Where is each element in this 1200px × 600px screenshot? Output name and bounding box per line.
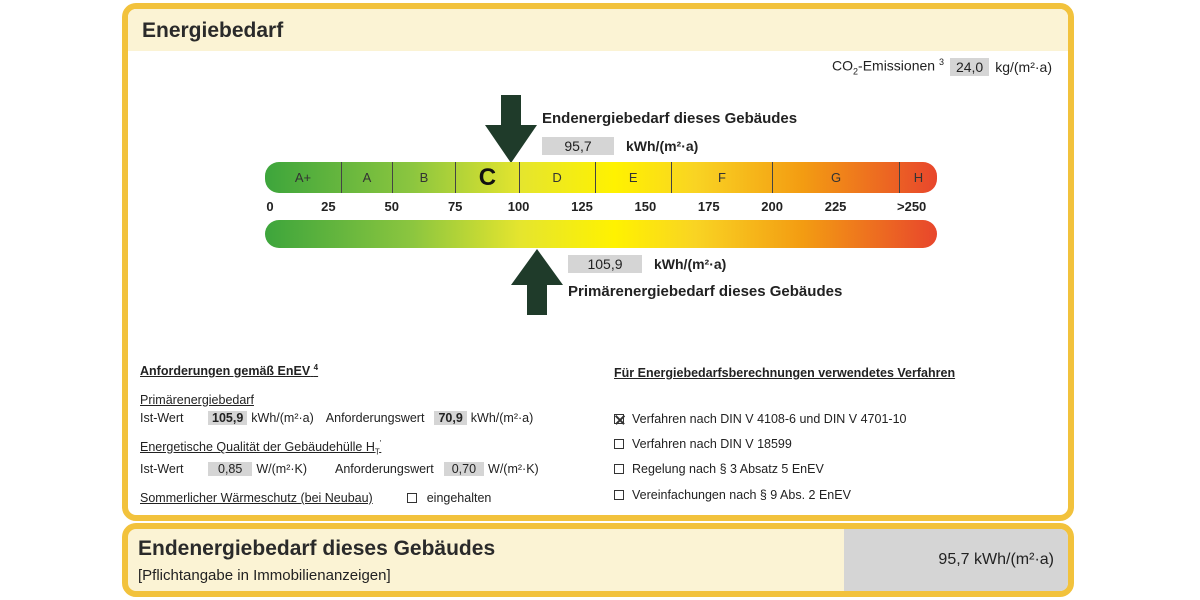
- primaer-anf-value: 70,9: [434, 411, 467, 425]
- primaerenergie-unit: kWh/(m²·a): [654, 256, 727, 272]
- energy-class-g: G: [772, 162, 899, 193]
- primaerenergie-value: 105,9: [568, 255, 642, 273]
- summary-value: 95,7 kWh/(m²·a): [844, 529, 1068, 591]
- primaer-subheading: Primärenergiebedarf: [140, 393, 254, 407]
- sommer-checkbox[interactable]: [406, 493, 417, 503]
- energy-certificate-panel: Energiebedarf CO2-Emissionen 3 24,0 kg/(…: [122, 3, 1074, 521]
- co2-unit: kg/(m²·a): [995, 58, 1052, 75]
- verfahren-item-label: Vereinfachungen nach § 9 Abs. 2 EnEV: [632, 488, 851, 502]
- energy-class-f: F: [670, 162, 772, 193]
- scale-ticks: 0 25 50 75 100 125 150 175 200 225 >250: [265, 199, 937, 217]
- co2-label: CO2-Emissionen 3: [832, 57, 944, 77]
- verfahren-item[interactable]: Regelung nach § 3 Absatz 5 EnEV: [614, 462, 824, 476]
- summary-panel: Endenergiebedarf dieses Gebäudes [Pflich…: [122, 523, 1074, 597]
- primaer-ist-unit: kWh/(m²·a): [251, 411, 314, 425]
- scale-tick-label: 75: [447, 199, 463, 214]
- primaer-ist-label: Ist-Wert: [140, 411, 184, 425]
- energy-class-h: H: [898, 162, 937, 193]
- energy-gradient-bar: [265, 220, 937, 248]
- verfahren-checkbox[interactable]: [614, 464, 624, 474]
- huelle-anf-unit: W/(m²·K): [488, 462, 539, 476]
- primaer-anf-unit: kWh/(m²·a): [470, 411, 534, 425]
- energy-class-a-plus: A+: [294, 170, 312, 185]
- primaer-anf-label: Anforderungswert: [325, 411, 425, 425]
- endenergie-unit: kWh/(m²·a): [626, 138, 699, 154]
- sommer-checkbox-label: eingehalten: [426, 491, 492, 505]
- endenergie-label: Endenergiebedarf dieses Gebäudes: [542, 110, 798, 127]
- anforderungen-heading: Anforderungen gemäß EnEV 4: [140, 363, 319, 379]
- primaerenergie-label: Primärenergiebedarf dieses Gebäudes: [568, 283, 843, 300]
- primaer-ist-value: 105,9: [208, 411, 248, 425]
- huelle-ist-value: 0,85: [208, 462, 253, 476]
- endenergie-value-row: 95,7 kWh/(m²·a): [542, 137, 698, 155]
- endenergie-value: 95,7: [542, 137, 614, 155]
- summary-title: Endenergiebedarf dieses Gebäudes: [138, 537, 496, 560]
- energy-class-e: E: [594, 162, 671, 193]
- verfahren-item[interactable]: Verfahren nach DIN V 4108-6 und DIN V 47…: [614, 412, 906, 426]
- huelle-row: Ist-Wert 0,85 W/(m²·K) Anforderungswert …: [140, 462, 539, 476]
- scale-tick-label: 100: [507, 199, 530, 214]
- endenergie-arrow-icon: [485, 95, 537, 163]
- primaer-row: Ist-Wert 105,9 kWh/(m²·a) Anforderungswe…: [140, 411, 533, 425]
- scale-tick-label: 0: [266, 199, 274, 214]
- scale-tick-label: 225: [824, 199, 847, 214]
- energy-class-b: B: [391, 162, 455, 193]
- sommer-row: Sommerlicher Wärmeschutz (bei Neubau) ei…: [140, 491, 491, 505]
- huelle-subheading: Energetische Qualität der Gebäudehülle H…: [140, 439, 382, 457]
- co2-value: 24,0: [949, 57, 990, 76]
- scale-tick-label: 25: [321, 199, 336, 214]
- energy-class-d: D: [518, 162, 595, 193]
- summary-subtitle: [Pflichtangabe in Immobilienanzeigen]: [138, 567, 391, 584]
- verfahren-checkbox-checked[interactable]: [614, 414, 624, 424]
- scale-tick-label: 175: [697, 199, 720, 214]
- energy-class-c: C: [455, 162, 518, 193]
- huelle-ist-unit: W/(m²·K): [256, 462, 308, 476]
- energy-class-a: A: [341, 162, 392, 193]
- scale-tick-label: 200: [761, 199, 784, 214]
- verfahren-checkbox[interactable]: [614, 439, 624, 449]
- energy-scale-bar: A+ A B C D E F G H: [265, 162, 937, 193]
- verfahren-checkbox[interactable]: [614, 490, 624, 500]
- huelle-anf-label: Anforderungswert: [335, 462, 434, 476]
- sommer-label: Sommerlicher Wärmeschutz (bei Neubau): [140, 491, 373, 505]
- co2-emissions: CO2-Emissionen 3 24,0 kg/(m²·a): [832, 57, 1052, 76]
- scale-tick-label: 50: [384, 199, 400, 214]
- scale-tick-label: 150: [634, 199, 657, 214]
- page-title: Energiebedarf: [142, 19, 284, 42]
- huelle-ist-label: Ist-Wert: [140, 462, 184, 476]
- verfahren-item-label: Regelung nach § 3 Absatz 5 EnEV: [632, 462, 824, 476]
- verfahren-item[interactable]: Vereinfachungen nach § 9 Abs. 2 EnEV: [614, 488, 851, 502]
- verfahren-heading: Für Energiebedarfsberechnungen verwendet…: [614, 366, 956, 380]
- huelle-anf-value: 0,70: [443, 462, 485, 476]
- primaerenergie-arrow-icon: [511, 249, 563, 315]
- scale-tick-label: >250: [896, 199, 927, 214]
- verfahren-item[interactable]: Verfahren nach DIN V 18599: [614, 437, 792, 451]
- primaerenergie-value-row: 105,9 kWh/(m²·a): [568, 255, 726, 273]
- verfahren-item-label: Verfahren nach DIN V 4108-6 und DIN V 47…: [632, 412, 907, 426]
- scale-tick-label: 125: [571, 199, 593, 214]
- panel-header: Energiebedarf: [128, 9, 1068, 51]
- verfahren-item-label: Verfahren nach DIN V 18599: [632, 437, 792, 451]
